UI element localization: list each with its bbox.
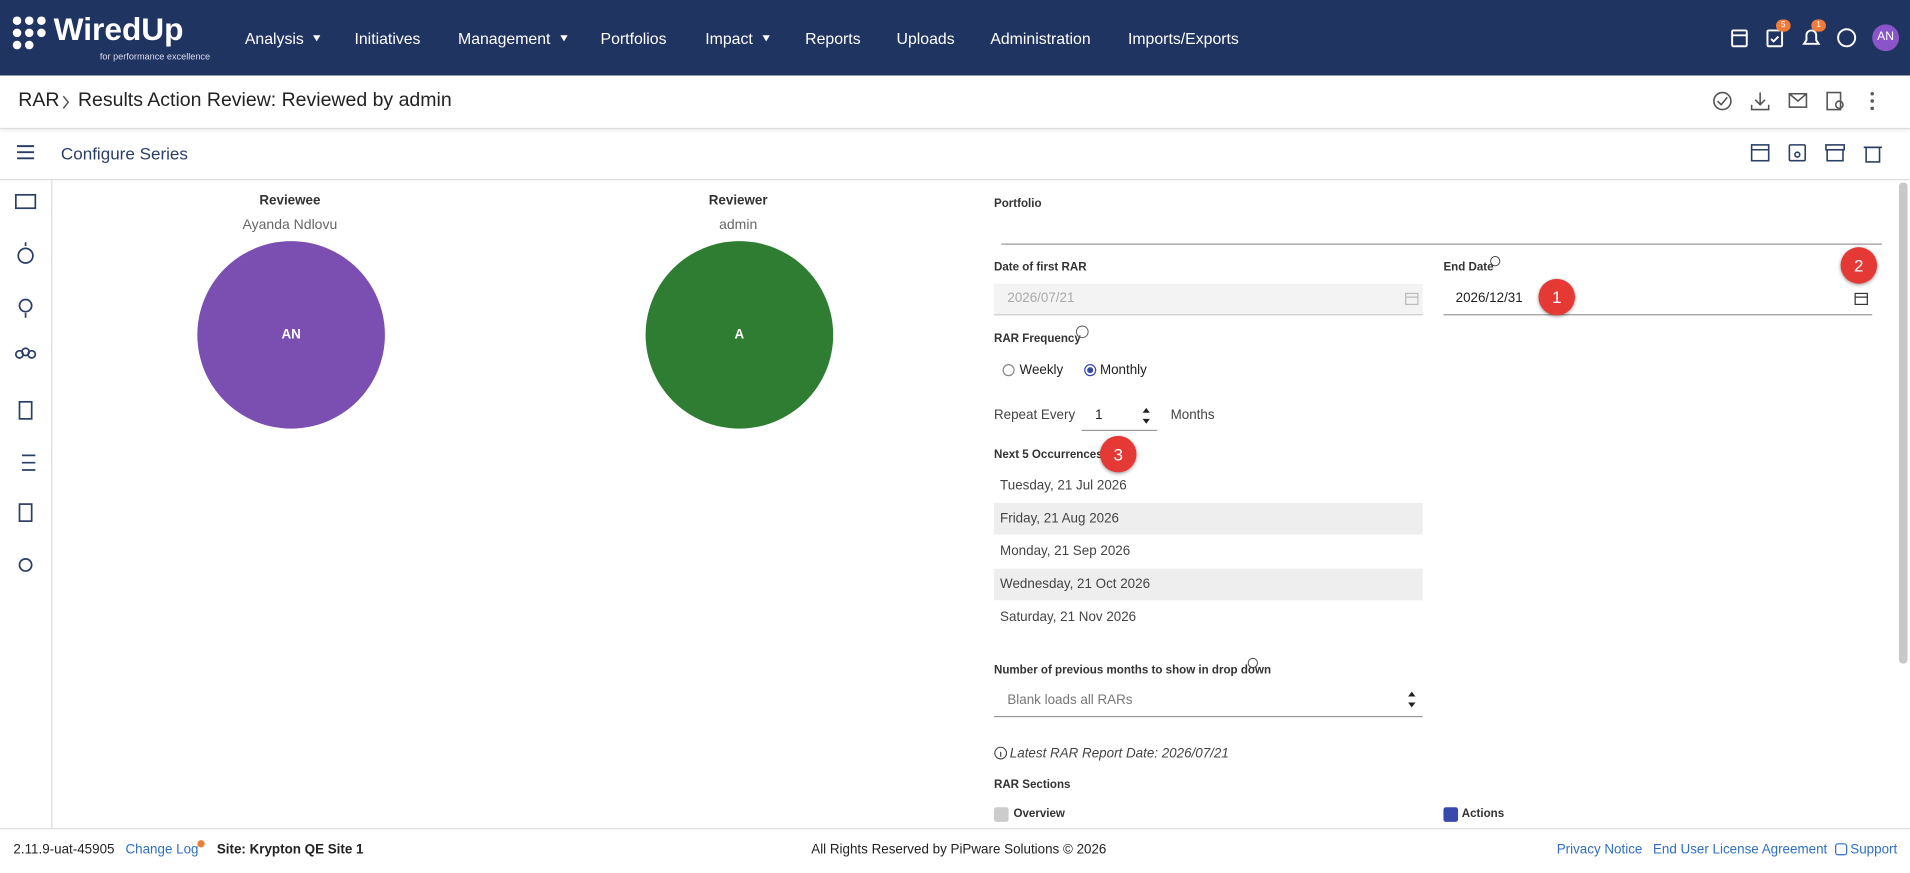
- radio-label[interactable]: Monthly: [1099, 362, 1147, 378]
- change-log[interactable]: Change Log: [125, 842, 199, 858]
- first-date-input: [993, 283, 1423, 316]
- badge: 5: [1775, 19, 1791, 32]
- copyright: All Rights Reserved by PiPware Solutions…: [811, 842, 1107, 858]
- step-marker: 2: [1840, 247, 1878, 284]
- menu-button[interactable]: [16, 144, 35, 161]
- info-icon[interactable]: [1075, 325, 1089, 339]
- first-date-value: 2026/07/21: [1007, 291, 1075, 306]
- frequency-label: RAR Frequency: [993, 332, 1081, 346]
- section-option: Actions: [1461, 807, 1505, 821]
- info-icon: [994, 746, 1008, 760]
- footer: [0, 827, 1910, 873]
- notice-dot: [197, 840, 205, 848]
- checkbox[interactable]: [1443, 807, 1459, 822]
- end-date-input[interactable]: [1443, 284, 1873, 316]
- scrollbar[interactable]: [1899, 182, 1908, 664]
- header-icons[interactable]: [1730, 27, 1888, 51]
- reviewer-label: Reviewer: [708, 193, 768, 209]
- site: Site: Krypton QE Site 1: [216, 842, 364, 858]
- months-label: Number of previous months to show in dro…: [993, 663, 1272, 677]
- nav-item[interactable]: Imports/Exports: [1127, 29, 1239, 48]
- reviewee-avatar: AN: [197, 241, 385, 429]
- portfolio-input[interactable]: [1001, 243, 1882, 245]
- breadcrumb-root[interactable]: RAR: [18, 90, 60, 111]
- repeat-value: 1: [1095, 407, 1103, 423]
- nav-item[interactable]: Portfolios: [600, 29, 667, 48]
- nav-item[interactable]: Analysis: [245, 29, 321, 47]
- latest-report: Latest RAR Report Date: 2026/07/21: [1009, 746, 1229, 761]
- step-marker: 1: [1538, 278, 1576, 316]
- reviewee-label: Reviewee: [259, 193, 321, 209]
- repeat-unit: Months: [1170, 407, 1215, 423]
- spinner[interactable]: [1140, 405, 1152, 427]
- repeat-input[interactable]: [1081, 399, 1158, 432]
- sections-label: RAR Sections: [993, 778, 1071, 792]
- info-icon[interactable]: [1247, 657, 1258, 669]
- reviewee-name: Ayanda Ndlovu: [242, 217, 338, 233]
- months-input[interactable]: [993, 686, 1423, 718]
- nav-item[interactable]: Impact: [705, 29, 770, 47]
- nav-item[interactable]: Uploads: [896, 29, 955, 48]
- user-avatar[interactable]: AN: [1872, 24, 1900, 52]
- sidebar: [0, 180, 53, 828]
- spinner[interactable]: [1406, 689, 1418, 711]
- calendar-button: [1405, 292, 1419, 306]
- logo-icon: [12, 16, 46, 50]
- logo-text[interactable]: WiredUp: [53, 10, 184, 48]
- breadcrumb-sep: [62, 95, 70, 109]
- privacy-link[interactable]: Privacy Notice: [1556, 842, 1643, 858]
- occurrence: Monday, 21 Sep 2026: [1000, 544, 1131, 559]
- months-placeholder: Blank loads all RARs: [1007, 692, 1133, 708]
- nav-item[interactable]: Reports: [805, 29, 861, 48]
- end-date-value: 2026/12/31: [1455, 291, 1523, 306]
- eula-link[interactable]: End User License Agreement: [1652, 842, 1828, 858]
- nav-label: Impact: [705, 29, 753, 48]
- sidebar-icons[interactable]: [13, 191, 40, 581]
- calendar-button[interactable]: [1854, 291, 1869, 306]
- page-actions[interactable]: [1711, 90, 1882, 112]
- occurrence: Wednesday, 21 Oct 2026: [993, 568, 1423, 601]
- reviewer-avatar: A: [645, 241, 834, 429]
- nav-label: Analysis: [244, 29, 304, 48]
- portfolio-label: Portfolio: [993, 197, 1042, 211]
- radio-label[interactable]: Weekly: [1019, 362, 1064, 378]
- toolbar: [0, 129, 1910, 181]
- nav-item[interactable]: Administration: [990, 29, 1091, 48]
- support-icon[interactable]: [1834, 843, 1848, 856]
- occurrence: Friday, 21 Aug 2026: [993, 502, 1423, 535]
- version: 2.11.9-uat-45905: [13, 842, 115, 858]
- occurrences-label: Next 5 Occurrences: [993, 448, 1103, 462]
- info-icon[interactable]: [1490, 256, 1501, 267]
- repeat-label: Repeat Every: [993, 407, 1076, 423]
- breadcrumb-bar: [0, 75, 1910, 130]
- occurrence: Tuesday, 21 Jul 2026: [1000, 478, 1127, 494]
- nav-item[interactable]: Initiatives: [354, 29, 421, 48]
- breadcrumb-title: Results Action Review: Reviewed by admin: [77, 90, 452, 111]
- toolbar-actions[interactable]: [1749, 142, 1883, 164]
- toolbar-title: Configure Series: [60, 143, 188, 164]
- step-marker: 3: [1099, 435, 1137, 473]
- badge: 1: [1811, 19, 1826, 32]
- checkbox: [993, 807, 1009, 822]
- first-date-label: Date of first RAR: [993, 260, 1087, 274]
- frequency-radios[interactable]: [1001, 363, 1098, 378]
- nav-item[interactable]: Management: [458, 29, 568, 48]
- nav-label: Management: [458, 29, 551, 48]
- occurrence: Saturday, 21 Nov 2026: [1000, 610, 1137, 625]
- end-date-label: End Date: [1443, 260, 1494, 274]
- logo-tagline: for performance excellence: [99, 51, 211, 63]
- support-link[interactable]: Support: [1850, 842, 1898, 858]
- reviewer-name: admin: [719, 217, 758, 233]
- section-option: Overview: [1013, 807, 1065, 821]
